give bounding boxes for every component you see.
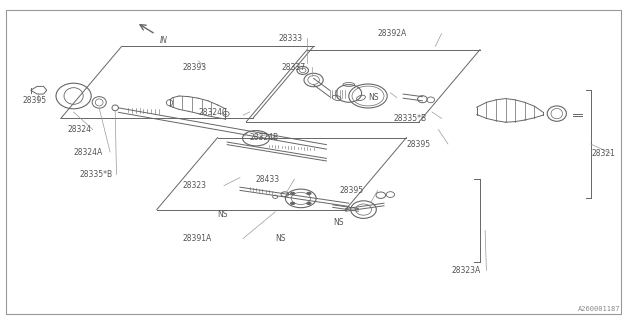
- Text: 28333: 28333: [278, 34, 303, 43]
- Circle shape: [307, 192, 311, 194]
- Text: 28337: 28337: [282, 63, 306, 72]
- Text: 28335*B: 28335*B: [80, 170, 113, 179]
- Text: NS: NS: [333, 218, 343, 227]
- Text: 28324C: 28324C: [198, 108, 228, 116]
- Circle shape: [291, 192, 294, 194]
- Text: 28321: 28321: [592, 149, 616, 158]
- Text: NS: NS: [275, 234, 285, 243]
- Text: 28324A: 28324A: [74, 148, 103, 156]
- Text: 28433: 28433: [256, 175, 280, 184]
- Text: NS: NS: [218, 210, 228, 219]
- Text: 28324B: 28324B: [250, 133, 279, 142]
- Text: 28324: 28324: [67, 125, 92, 134]
- Text: 28323: 28323: [182, 181, 206, 190]
- Text: 28323A: 28323A: [451, 266, 481, 275]
- Circle shape: [307, 203, 311, 204]
- Text: A260001187: A260001187: [579, 306, 621, 312]
- Text: 28335*B: 28335*B: [394, 114, 427, 123]
- Text: 28393: 28393: [182, 63, 207, 72]
- Text: 28392A: 28392A: [378, 29, 407, 38]
- Text: NS: NS: [368, 93, 378, 102]
- Circle shape: [291, 203, 294, 204]
- Text: 28391A: 28391A: [182, 234, 212, 243]
- Text: 28395: 28395: [406, 140, 431, 148]
- Text: IN: IN: [160, 36, 168, 45]
- Text: 28395: 28395: [22, 96, 47, 105]
- Text: 28395: 28395: [339, 186, 364, 195]
